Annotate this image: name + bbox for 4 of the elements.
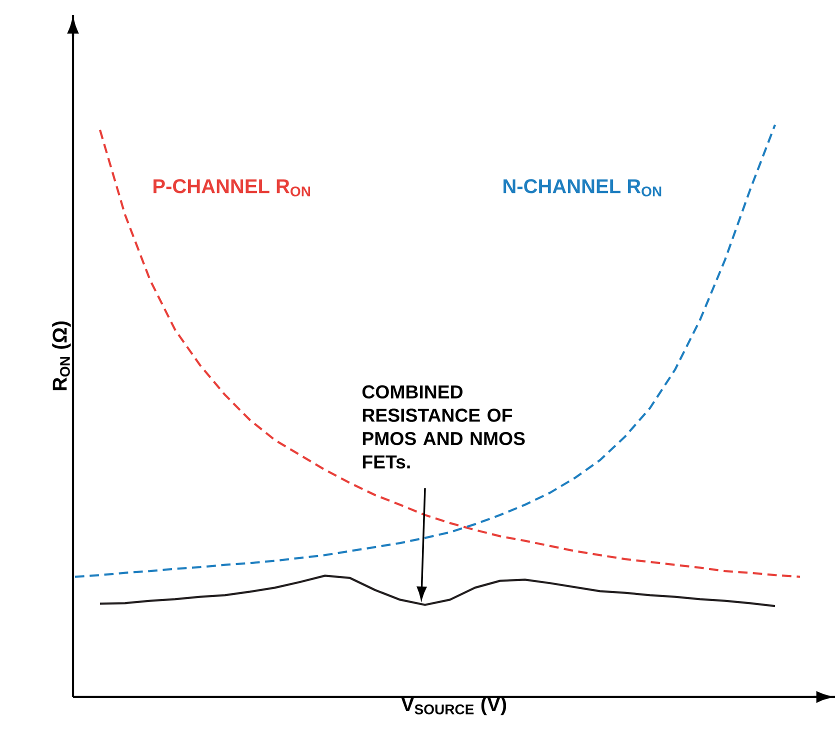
annotation: COMBINED RESISTANCE OF PMOS AND NMOS FETs.: [362, 385, 525, 469]
y-axis-title: R$_{ON}$ (Ω): [52, 321, 71, 390]
text: N-CHANNEL R$_{ON}$: [504, 179, 662, 196]
series-label: P-CHANNEL R$_{ON}$: [154, 179, 310, 196]
